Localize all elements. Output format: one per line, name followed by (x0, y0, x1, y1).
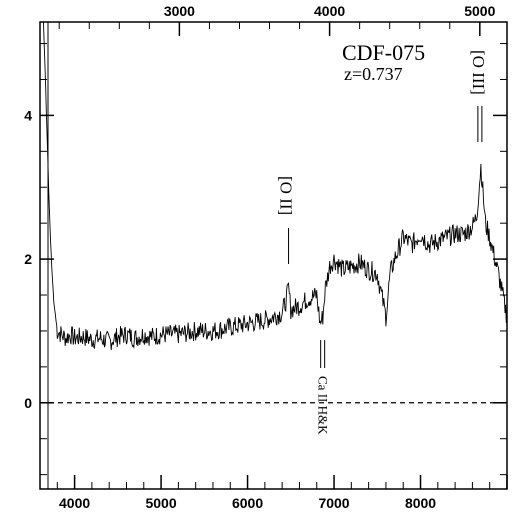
annotations: [O II] [O III] Ca II H&K (277, 50, 488, 435)
redshift-label: z=0.737 (344, 64, 403, 84)
spectrum-line (43, 21, 508, 351)
axes: 4000 5000 6000 7000 8000 3000 4000 5000 0 2 4 (24, 3, 508, 511)
x-bottom-tick-label: 6000 (232, 495, 263, 511)
x-bottom-tick-label: 5000 (145, 495, 176, 511)
y-tick-label: 0 (24, 395, 32, 411)
plot-frame (39, 21, 508, 490)
oiii-line-label: [O III] (469, 50, 488, 95)
cahk-line-label: Ca II H&K (316, 376, 331, 435)
y-tick-label: 2 (24, 251, 32, 267)
x-bottom-tick-label: 7000 (318, 495, 349, 511)
object-label: CDF-075 (342, 40, 425, 65)
data-layer (43, 21, 508, 489)
x-top-tick-label: 4000 (314, 3, 345, 19)
x-top-tick-label: 5000 (464, 3, 495, 19)
x-bottom-tick-label: 4000 (59, 495, 90, 511)
oii-line-label: [O II] (277, 176, 296, 215)
x-top-tick-label: 3000 (164, 3, 195, 19)
y-tick-label: 4 (24, 107, 32, 123)
x-bottom-tick-label: 8000 (405, 495, 436, 511)
